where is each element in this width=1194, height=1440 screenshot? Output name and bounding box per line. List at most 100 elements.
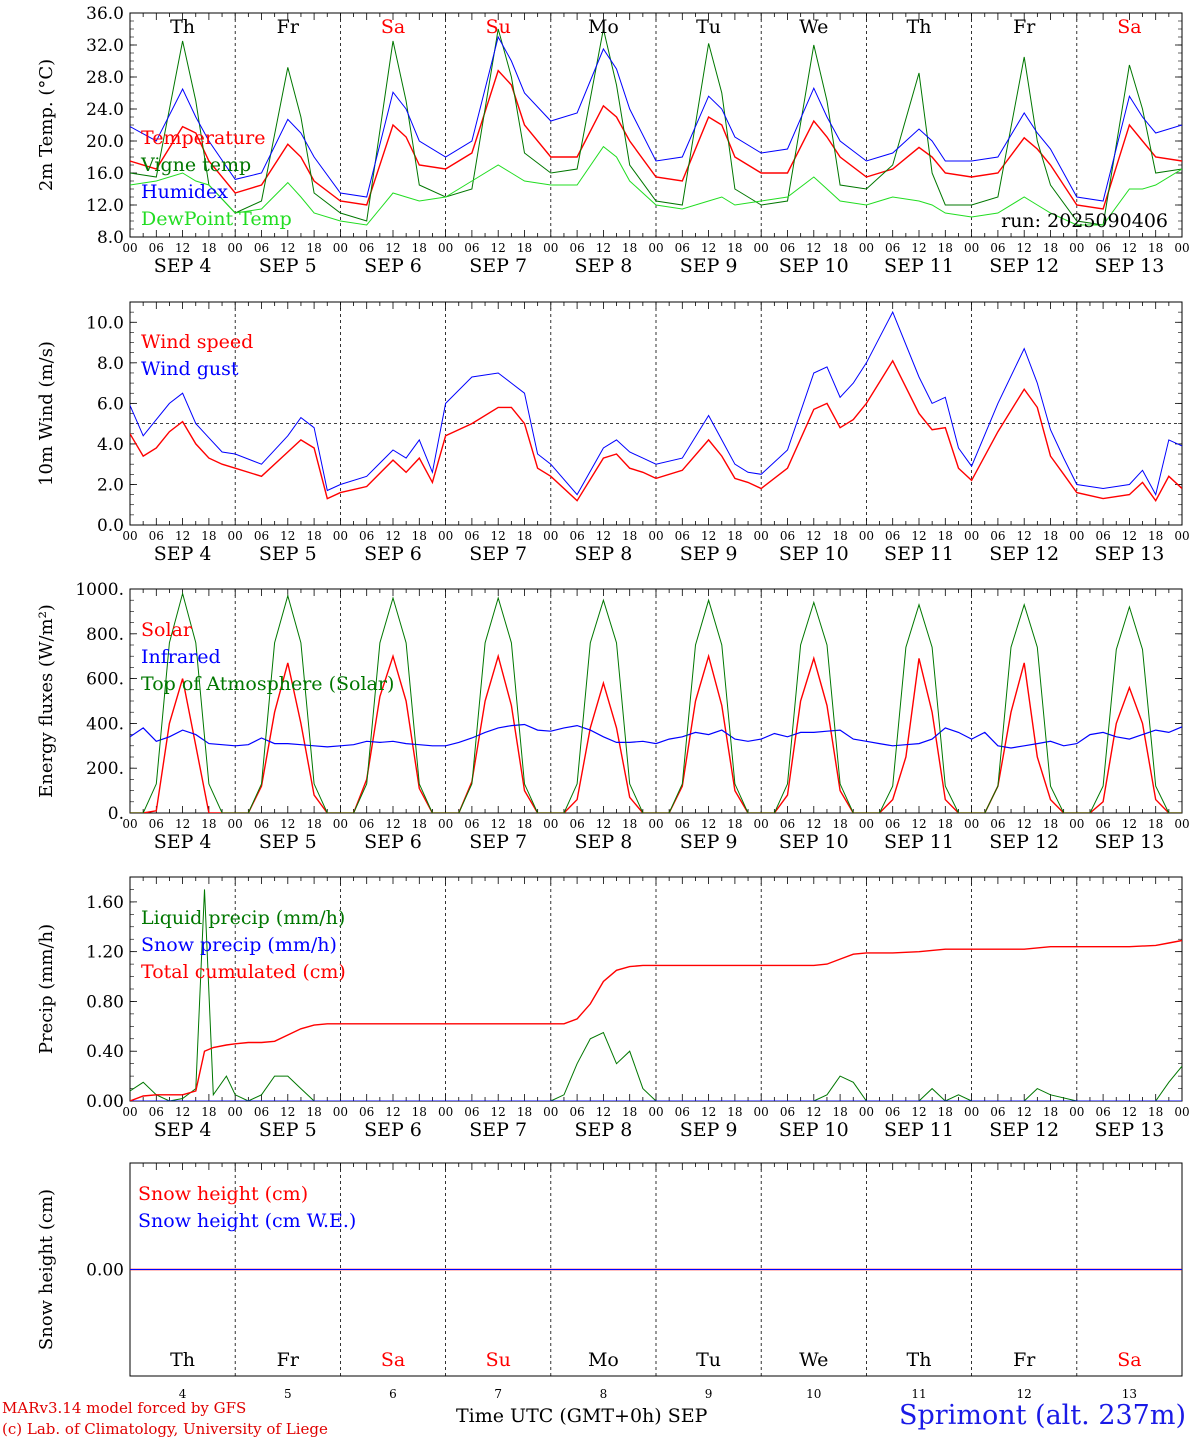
hour-tick-label: 18 [938,817,953,831]
date-label: SEP 6 [364,543,422,565]
legend-entry: Solar [141,619,193,641]
panel-frame [129,12,1183,238]
date-label: SEP 8 [574,831,632,853]
y-tick-label: 1.60 [86,893,124,913]
date-label: SEP 8 [574,543,632,565]
hour-tick-label: 12 [596,817,611,831]
date-label: SEP 10 [779,831,849,853]
date-label: SEP 9 [680,831,738,853]
hour-tick-label: 12 [280,529,295,543]
date-label: SEP 4 [154,831,212,853]
hour-tick-label: 00 [1069,529,1084,543]
hour-tick-label: 06 [675,241,690,255]
date-label: SEP 7 [469,1119,527,1141]
hour-tick-label: 00 [964,529,979,543]
hour-tick-label: 12 [701,817,716,831]
day-number-label: 6 [389,1387,397,1401]
day-name-bottom: Tu [696,1349,721,1371]
hour-tick-label: 00 [859,1105,874,1119]
hour-tick-label: 06 [675,817,690,831]
hour-tick-label: 12 [701,529,716,543]
hour-tick-label: 18 [1148,241,1163,255]
hour-tick-label: 12 [1017,241,1032,255]
legend-entry: Top of Atmosphere (Solar) [141,673,394,695]
hour-tick-label: 06 [780,817,795,831]
date-label: SEP 6 [364,255,422,277]
hour-tick-label: 06 [990,1105,1005,1119]
date-label: SEP 5 [259,1119,317,1141]
hour-tick-label: 00 [543,241,558,255]
legend-entry: Infrared [141,646,221,668]
hour-tick-label: 00 [228,1105,243,1119]
y-axis-label: Snow height (cm) [36,1189,57,1350]
date-label: SEP 13 [1094,1119,1164,1141]
hour-tick-label: 06 [359,817,374,831]
run-label: run: 2025090406 [1001,210,1168,232]
hour-tick-label: 12 [280,817,295,831]
hour-tick-label: 12 [385,1105,400,1119]
y-tick-label: 0.00 [86,1261,124,1281]
y-axis-label: Precip (mm/h) [36,924,57,1054]
hour-tick-label: 18 [412,817,427,831]
hour-tick-label: 00 [648,241,663,255]
y-tick-label: 0.80 [86,992,124,1012]
hour-tick-label: 06 [149,529,164,543]
hour-tick-label: 18 [201,241,216,255]
hour-tick-label: 12 [280,241,295,255]
hour-tick-label: 18 [306,529,321,543]
hour-tick-label: 00 [1069,1105,1084,1119]
hour-tick-label: 06 [569,1105,584,1119]
hour-tick-label: 06 [464,817,479,831]
hour-tick-label: 18 [832,817,847,831]
series-line-infrared [130,723,1182,749]
hour-tick-label: 12 [1017,1105,1032,1119]
day-name-top: Sa [381,16,405,38]
date-label: SEP 7 [469,831,527,853]
hour-tick-label: 06 [780,529,795,543]
hour-tick-label: 00 [964,1105,979,1119]
hour-tick-label: 12 [491,817,506,831]
y-tick-label: 16.0 [86,164,124,184]
date-label: SEP 4 [154,543,212,565]
date-label: SEP 10 [779,255,849,277]
legend-entry: Snow height (cm) [138,1183,308,1205]
hour-tick-label: 06 [675,1105,690,1119]
hour-tick-label: 06 [1095,529,1110,543]
hour-tick-label: 18 [938,529,953,543]
hour-tick-label: 18 [832,529,847,543]
day-name-top: Fr [277,16,300,38]
hour-tick-label: 06 [254,1105,269,1119]
hour-tick-label: 18 [622,1105,637,1119]
hour-tick-label: 18 [1043,241,1058,255]
date-label: SEP 6 [364,1119,422,1141]
day-number-label: 7 [494,1387,502,1401]
hour-tick-label: 12 [175,1105,190,1119]
date-label: SEP 9 [680,543,738,565]
date-label: SEP 12 [989,255,1059,277]
hour-tick-label: 18 [727,817,742,831]
hour-tick-label: 06 [780,241,795,255]
date-label: SEP 10 [779,543,849,565]
hour-tick-label: 06 [675,529,690,543]
y-tick-label: 10.0 [86,313,124,333]
hour-tick-label: 06 [149,1105,164,1119]
day-number-label: 8 [600,1387,608,1401]
date-label: SEP 12 [989,543,1059,565]
hour-tick-label: 18 [832,1105,847,1119]
y-tick-label: 1000. [75,580,124,600]
day-name-top: Mo [588,16,619,38]
panel-frame [129,301,1183,526]
day-name-top: Th [907,16,932,38]
date-label: SEP 13 [1094,543,1164,565]
hour-tick-label: 06 [885,241,900,255]
hour-tick-label: 00 [122,1105,137,1119]
hour-tick-label: 12 [701,1105,716,1119]
hour-tick-label: 12 [385,241,400,255]
legend-entry: Snow precip (mm/h) [141,934,337,956]
hour-tick-label: 18 [832,241,847,255]
y-tick-label: 24.0 [86,100,124,120]
legend-entry: DewPoint Temp [141,208,292,230]
y-tick-label: 600. [86,670,124,690]
hour-tick-label: 12 [1017,529,1032,543]
series-line-wind-speed [130,359,1182,503]
